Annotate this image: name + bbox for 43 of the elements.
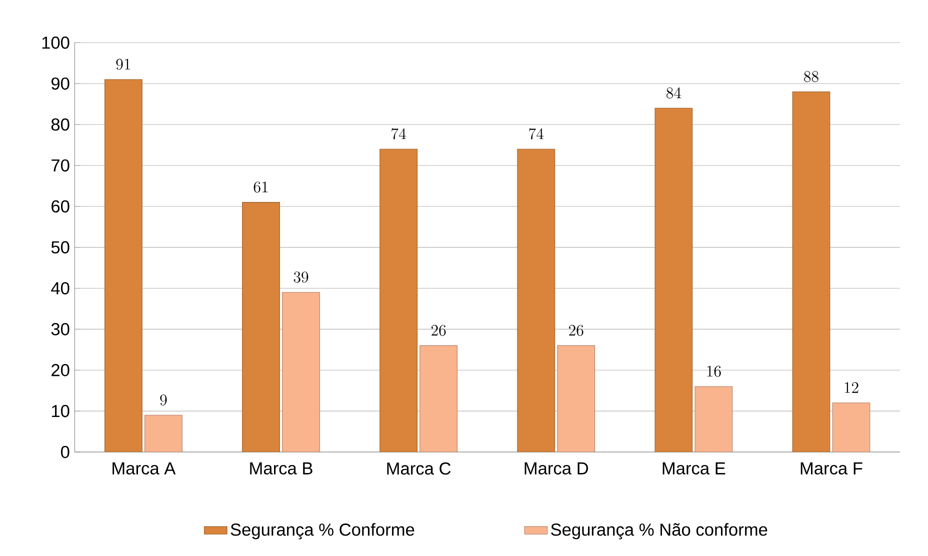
data-label: 91 bbox=[116, 58, 130, 70]
bar bbox=[654, 108, 693, 452]
data-label: 9 bbox=[160, 394, 167, 406]
data-label: 88 bbox=[804, 71, 818, 82]
data-label: 12 bbox=[844, 382, 858, 393]
data-label: 16 bbox=[707, 366, 721, 377]
y-tick-label: 40 bbox=[51, 282, 70, 294]
bar bbox=[282, 292, 320, 452]
y-tick-label: 0 bbox=[60, 446, 70, 458]
x-tick-label: Marca E bbox=[662, 462, 726, 474]
y-tick-label: 60 bbox=[52, 200, 70, 213]
y-tick-label: 30 bbox=[51, 323, 70, 336]
y-tick-label: 20 bbox=[52, 364, 70, 376]
bar bbox=[104, 79, 142, 452]
data-label: 26 bbox=[569, 324, 584, 336]
bar bbox=[380, 148, 418, 452]
y-tick-label: 50 bbox=[51, 241, 70, 254]
bar bbox=[517, 148, 556, 452]
data-label: 74 bbox=[392, 128, 406, 140]
legend-label: Segurança % Conforme bbox=[230, 523, 414, 540]
data-label: 74 bbox=[529, 128, 544, 140]
y-tick-label: 100 bbox=[42, 36, 70, 49]
y-tick-label: 90 bbox=[52, 77, 70, 90]
x-tick-label: Marca C bbox=[387, 462, 451, 475]
x-tick-label: Marca D bbox=[524, 462, 588, 474]
data-label: 26 bbox=[432, 324, 446, 336]
bar bbox=[557, 345, 596, 452]
bar bbox=[242, 202, 280, 452]
x-tick-label: Marca F bbox=[800, 462, 862, 474]
x-tick-label: Marca B bbox=[250, 462, 312, 474]
bar bbox=[832, 402, 870, 452]
x-tick-label: Marca A bbox=[112, 462, 176, 474]
bar bbox=[144, 414, 182, 452]
data-label: 61 bbox=[254, 182, 268, 193]
bar bbox=[420, 345, 458, 452]
data-label: 39 bbox=[294, 272, 308, 283]
bar bbox=[694, 386, 733, 452]
y-tick-label: 80 bbox=[51, 118, 70, 131]
y-tick-label: 10 bbox=[52, 404, 70, 418]
data-label: 84 bbox=[666, 87, 682, 98]
y-tick-label: 70 bbox=[52, 159, 70, 172]
legend-label: Segurança % Não conforme bbox=[551, 523, 768, 540]
bar bbox=[792, 92, 830, 452]
